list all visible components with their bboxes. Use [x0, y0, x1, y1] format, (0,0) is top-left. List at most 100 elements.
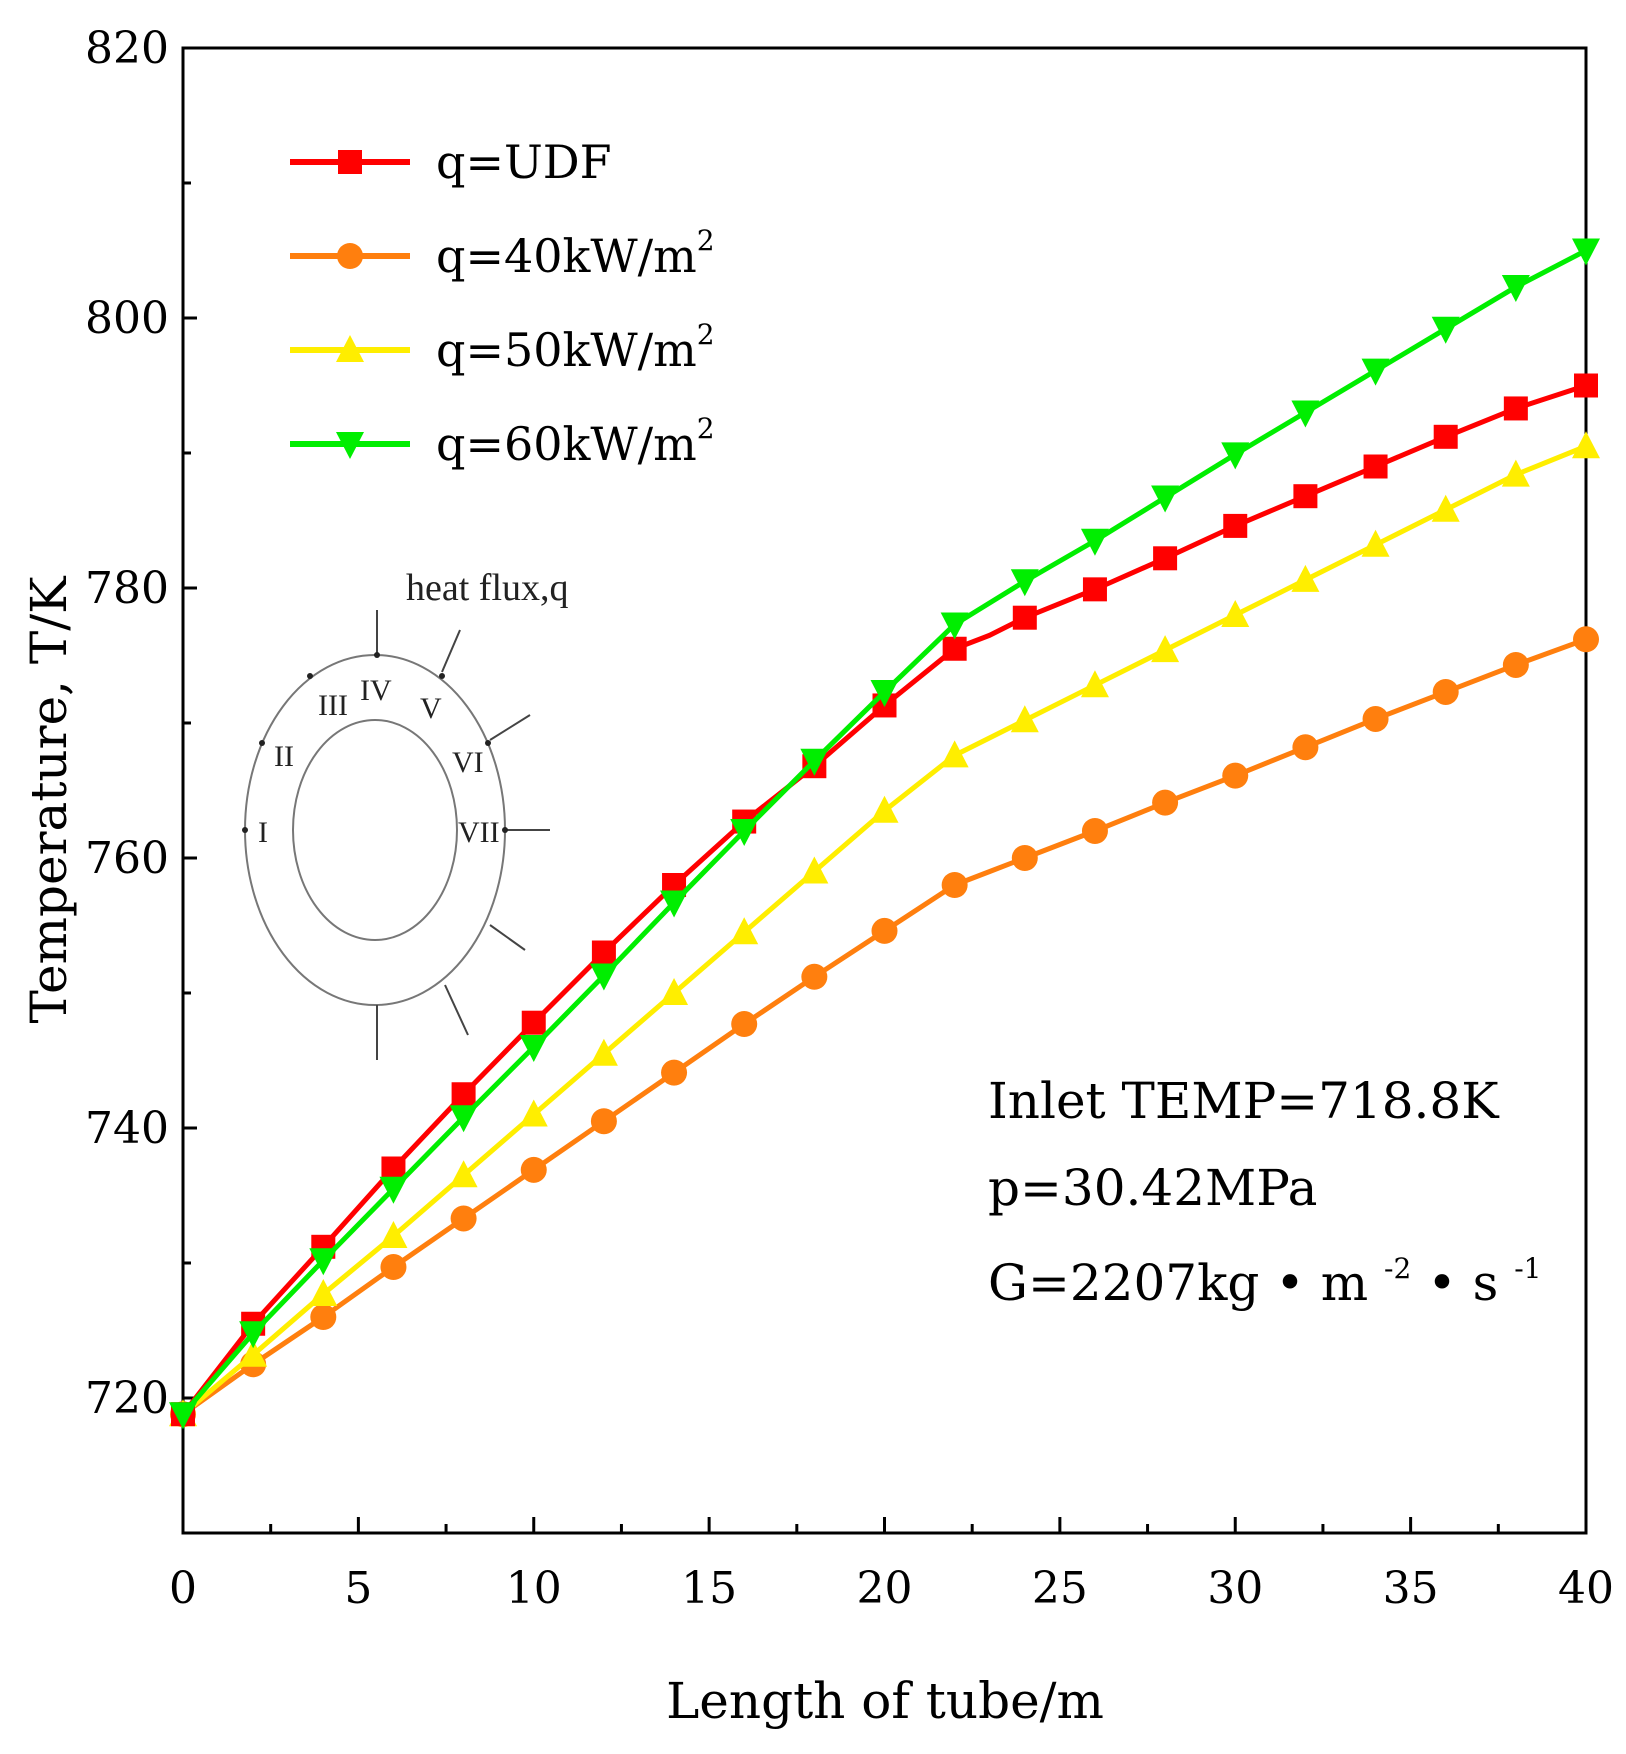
data-point — [1080, 670, 1109, 698]
data-point — [871, 917, 898, 944]
data-point — [379, 1221, 408, 1248]
x-tick-label: 20 — [857, 1563, 913, 1614]
x-tick-label: 40 — [1558, 1563, 1614, 1614]
data-point — [1363, 454, 1388, 479]
data-point — [661, 1059, 688, 1086]
data-point — [310, 1304, 337, 1330]
data-point — [941, 872, 968, 898]
legend-item: q=UDF — [290, 135, 612, 189]
data-point — [1151, 485, 1180, 513]
data-point — [1011, 845, 1038, 871]
data-point — [169, 1402, 197, 1430]
data-point — [660, 890, 689, 918]
x-tick-label: 35 — [1383, 1563, 1439, 1614]
data-point — [870, 679, 899, 707]
inset-label-iii: III — [318, 689, 348, 722]
legend-swatch-marker — [337, 243, 363, 269]
data-point — [1502, 651, 1529, 678]
legend-label: q=60kW/m2 — [436, 412, 715, 471]
data-point — [1010, 705, 1039, 733]
tube-cross-section-inset: heat flux,q I II III IV V VI VII — [242, 567, 569, 1060]
inset-label-vii: VII — [458, 816, 500, 849]
data-point — [1221, 442, 1250, 470]
inset-label-i: I — [258, 816, 268, 849]
data-point — [1012, 605, 1037, 630]
data-point — [942, 636, 967, 661]
x-axis-ticks: 0 5 10 15 20 25 30 35 40 — [169, 1517, 1614, 1614]
data-point — [1010, 569, 1039, 597]
data-point — [380, 1254, 407, 1281]
heat-flux-arrow-vi — [489, 714, 531, 741]
data-point — [589, 1038, 618, 1066]
data-point — [660, 978, 689, 1005]
legend-label-sup: 2 — [697, 318, 715, 351]
data-point — [1361, 358, 1390, 386]
legend-label: q=UDF — [436, 135, 612, 189]
legend-label-sup: 2 — [697, 224, 715, 257]
legend-item: q=60kW/m2 — [290, 412, 715, 471]
data-point — [1221, 600, 1250, 627]
data-point — [1574, 373, 1598, 398]
data-point — [730, 917, 759, 945]
series-line — [181, 383, 1587, 1416]
data-point — [870, 795, 899, 823]
data-point — [1292, 734, 1319, 761]
data-point — [1431, 494, 1460, 522]
y-tick-label: 820 — [85, 23, 169, 74]
point-i-dot — [242, 827, 248, 833]
data-point — [1151, 635, 1180, 663]
data-point — [1222, 762, 1249, 789]
y-tick-label: 780 — [85, 563, 169, 614]
x-tick-label: 15 — [681, 1563, 737, 1614]
legend-label-sup: 2 — [697, 412, 715, 445]
data-point — [1291, 400, 1320, 428]
legend-label-base: q=UDF — [436, 135, 612, 189]
data-point — [519, 1035, 548, 1062]
x-tick-label: 0 — [169, 1563, 197, 1614]
data-point — [449, 1105, 478, 1133]
data-point — [589, 963, 618, 991]
data-point — [1081, 818, 1108, 844]
point-v-dot — [439, 673, 445, 679]
data-point — [1572, 238, 1600, 266]
data-point — [800, 856, 829, 884]
data-point — [519, 1099, 548, 1127]
x-axis-title: Length of tube/m — [666, 1672, 1104, 1730]
mass-flux-s: s — [1473, 1254, 1499, 1312]
legend-label-base: q=50kW/m — [436, 323, 697, 377]
data-point — [1503, 396, 1528, 421]
legend-label-base: q=60kW/m — [436, 417, 697, 471]
data-point — [731, 1011, 758, 1038]
legend-swatch-marker — [336, 335, 364, 362]
data-point — [451, 1082, 476, 1107]
inset-title: heat flux,q — [406, 567, 569, 609]
legend-label: q=50kW/m2 — [436, 318, 715, 377]
series-1 — [170, 626, 1599, 1428]
y-tick-label: 800 — [85, 293, 169, 344]
point-iv-dot — [374, 652, 380, 658]
data-point — [1080, 528, 1109, 556]
data-point — [1432, 678, 1459, 705]
data-point — [1153, 546, 1178, 571]
data-point — [239, 1321, 268, 1349]
mass-flux-s-exp: -1 — [1514, 1252, 1541, 1285]
series-2 — [169, 431, 1600, 1427]
heat-flux-arrow-v — [441, 629, 461, 673]
data-point — [590, 1108, 617, 1135]
legend-label-base: q=40kW/m — [436, 229, 697, 283]
mass-flux-dot-1: • — [1275, 1254, 1305, 1312]
data-point — [521, 1010, 546, 1035]
data-point — [1293, 484, 1318, 509]
series-0 — [171, 373, 1598, 1427]
mass-flux-m: m — [1321, 1254, 1368, 1312]
data-point — [450, 1205, 477, 1232]
data-point — [940, 740, 969, 768]
series-line — [181, 636, 1587, 1417]
legend-item: q=40kW/m2 — [290, 224, 715, 283]
annotation-inlet-temp: Inlet TEMP=718.8K — [988, 1072, 1500, 1130]
y-tick-label: 720 — [85, 1373, 169, 1424]
y-tick-label: 760 — [85, 833, 169, 884]
data-point — [1082, 577, 1107, 602]
